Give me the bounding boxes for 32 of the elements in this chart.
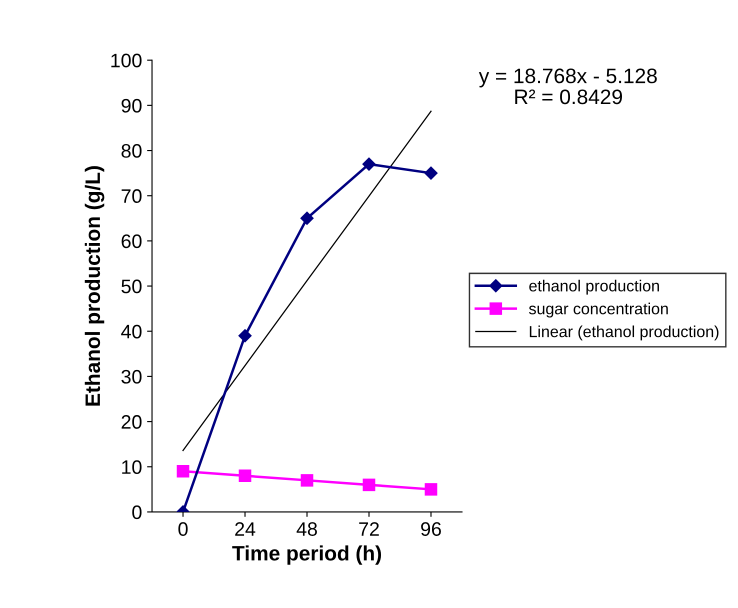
- y-tick-label: 50: [121, 280, 142, 294]
- point: [300, 474, 314, 487]
- point: [362, 478, 376, 492]
- y-tick-label: 70: [122, 189, 142, 203]
- x-tick-label: 0: [178, 522, 188, 536]
- x-tick-label: 24: [235, 522, 256, 536]
- point: [424, 166, 438, 180]
- y-tick-label: 30: [121, 370, 142, 384]
- text: y = 18.768x - 5.128 R² = 0.8429: [478, 68, 657, 104]
- point: [238, 329, 252, 342]
- point: [238, 470, 252, 482]
- x-tick-label: 72: [359, 522, 379, 536]
- y-tick-label: 80: [122, 144, 142, 158]
- legend-label: sugar concentration: [529, 302, 668, 318]
- y-tick-label: 20: [122, 415, 142, 429]
- y-tick-label: 100: [111, 54, 142, 68]
- legend-label: ethanol production: [529, 280, 659, 295]
- x-tick-label: 96: [421, 522, 441, 536]
- point: [424, 483, 438, 496]
- y-tick-label: 60: [122, 234, 142, 248]
- y-tick-label: 0: [132, 505, 142, 520]
- x-tick-label: 48: [296, 522, 317, 536]
- y-tick-label: 40: [121, 324, 142, 338]
- point: [362, 158, 376, 171]
- y-tick-label: 10: [122, 460, 142, 474]
- legend-label: Linear (ethanol production): [530, 326, 718, 340]
- point: [300, 212, 314, 225]
- y-axis-title: Ethanol production (g/L): [84, 166, 104, 406]
- point: [176, 465, 190, 478]
- line-series: [182, 110, 432, 452]
- y-tick-label: 90: [122, 98, 142, 113]
- x-axis-title: Time period (h): [232, 545, 382, 565]
